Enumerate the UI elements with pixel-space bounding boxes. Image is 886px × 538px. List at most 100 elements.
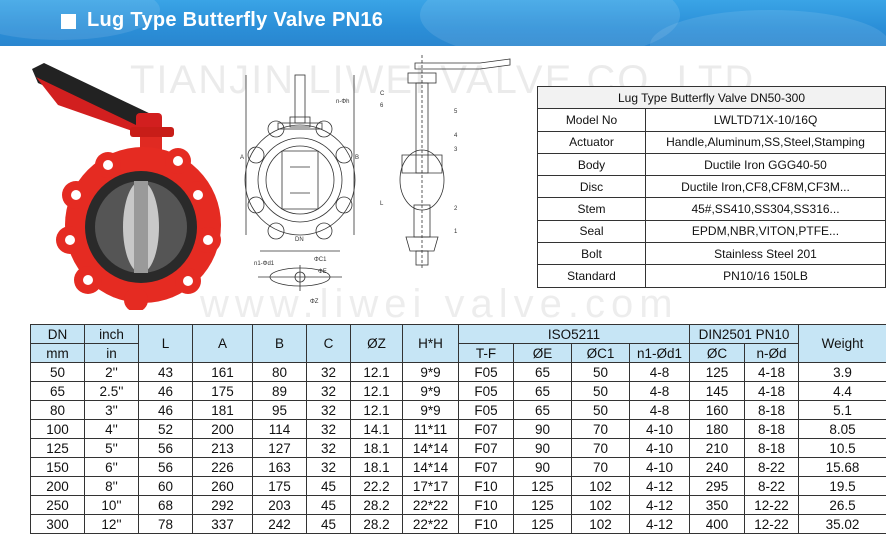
technical-drawing: n-Φh DN n1-Φd1 ΦC1 ΦE ΦZ A B L C 1 2 3 4… <box>240 55 511 305</box>
table-cell: 102 <box>571 514 630 534</box>
table-cell: 90 <box>513 438 572 458</box>
table-cell: 50 <box>30 362 85 382</box>
table-cell: 80 <box>252 362 307 382</box>
table-cell: 43 <box>138 362 193 382</box>
table-cell: 22.2 <box>350 476 403 496</box>
table-cell: 65 <box>513 400 572 420</box>
table-cell: 32 <box>306 419 351 439</box>
table-cell: 160 <box>689 400 746 420</box>
table-cell: 337 <box>192 514 253 534</box>
table-cell: 14.1 <box>350 419 403 439</box>
header-e: ØE <box>513 343 572 363</box>
table-cell: 300 <box>30 514 85 534</box>
spec-value: LWLTD71X-10/16Q <box>645 108 886 132</box>
table-cell: 4-10 <box>628 457 691 477</box>
table-cell: 26.5 <box>798 495 886 515</box>
table-cell: 68 <box>138 495 193 515</box>
table-cell: 12-22 <box>744 514 800 534</box>
header-l: L <box>138 324 193 363</box>
header-inch: inch <box>84 324 139 344</box>
part-number-3: 3 <box>454 147 458 153</box>
header-c1: ØC1 <box>571 343 630 363</box>
table-cell: F07 <box>458 438 514 458</box>
table-cell: 12.1 <box>350 362 403 382</box>
table-cell: 4.4 <box>798 381 886 401</box>
table-cell: 2.5'' <box>84 381 139 401</box>
table-cell: 127 <box>252 438 307 458</box>
table-cell: 28.2 <box>350 495 403 515</box>
dimensions-table: DN inch L A B C ØZ H*H ISO5211 DIN2501 P… <box>30 324 886 534</box>
table-cell: 4-18 <box>744 381 800 401</box>
table-cell: 9*9 <box>402 362 459 382</box>
table-row: 150 6'' 56 226 163 32 18.1 14*14 F07 90 70 4-10 240 8… <box>30 457 886 477</box>
header-mm: mm <box>30 343 85 363</box>
table-cell: 32 <box>306 400 351 420</box>
table-cell: 4-12 <box>628 514 691 534</box>
table-cell: 14*14 <box>402 438 459 458</box>
table-cell: 32 <box>306 438 351 458</box>
part-number-5: 5 <box>454 109 458 115</box>
spec-value: Ductile Iron,CF8,CF8M,CF3M... <box>645 175 886 199</box>
table-cell: 32 <box>306 457 351 477</box>
table-cell: 240 <box>689 457 746 477</box>
dimensions-table-body: 50 2'' 43 161 80 32 12.1 9*9 F05 65 50 4-8 125 4-18 3.… <box>30 362 886 534</box>
table-cell: 125 <box>30 438 85 458</box>
table-cell: 3.9 <box>798 362 886 382</box>
header-weight: Weight <box>798 324 886 363</box>
table-cell: 4-18 <box>744 362 800 382</box>
table-cell: 18.1 <box>350 438 403 458</box>
table-cell: 2'' <box>84 362 139 382</box>
spec-value: 45#,SS410,SS304,SS316... <box>645 197 886 221</box>
spec-table-title: Lug Type Butterfly Valve DN50-300 <box>537 85 886 110</box>
table-cell: 22*22 <box>402 514 459 534</box>
table-cell: 203 <box>252 495 307 515</box>
table-cell: 50 <box>571 400 630 420</box>
table-cell: 200 <box>30 476 85 496</box>
table-cell: 102 <box>571 476 630 496</box>
table-cell: 180 <box>689 419 746 439</box>
header-in: in <box>84 343 139 363</box>
table-cell: F10 <box>458 495 514 515</box>
spec-value: Handle,Aluminum,SS,Steel,Stamping <box>645 130 886 154</box>
header-n1-d1: n1-Ød1 <box>628 343 691 363</box>
header-b: B <box>252 324 307 363</box>
table-cell: 242 <box>252 514 307 534</box>
table-cell: F05 <box>458 400 514 420</box>
table-cell: 15.68 <box>798 457 886 477</box>
table-cell: 125 <box>513 495 572 515</box>
header-dn: DN <box>30 324 85 344</box>
table-cell: 50 <box>571 362 630 382</box>
table-cell: 50 <box>571 381 630 401</box>
table-cell: F07 <box>458 419 514 439</box>
header-a: A <box>192 324 253 363</box>
spec-row-disc: Disc Ductile Iron,CF8,CF8M,CF3M... <box>537 175 886 199</box>
table-cell: 175 <box>192 381 253 401</box>
header-z: ØZ <box>350 324 403 363</box>
table-row: 125 5'' 56 213 127 32 18.1 14*14 F07 90 70 4-10 210 8… <box>30 438 886 458</box>
table-cell: 4-12 <box>628 495 691 515</box>
table-cell: 32 <box>306 362 351 382</box>
part-number-6: 6 <box>380 103 384 109</box>
table-cell: F10 <box>458 514 514 534</box>
table-cell: 4'' <box>84 419 139 439</box>
header-tf: T-F <box>458 343 514 363</box>
header-din2501: DIN2501 PN10 <box>689 324 800 344</box>
table-cell: 4-8 <box>628 400 691 420</box>
label-b: B <box>355 155 359 161</box>
table-cell: 52 <box>138 419 193 439</box>
spec-key: Disc <box>537 175 646 199</box>
table-cell: 4-10 <box>628 438 691 458</box>
table-cell: 65 <box>513 381 572 401</box>
table-cell: 181 <box>192 400 253 420</box>
table-cell: 19.5 <box>798 476 886 496</box>
spec-row-body: Body Ductile Iron GGG40-50 <box>537 152 886 177</box>
table-row: 200 8'' 60 260 175 45 22.2 17*17 F10 125 102 4-12 29… <box>30 476 886 496</box>
spec-row-seal: Seal EPDM,NBR,VITON,PTFE... <box>537 219 886 244</box>
part-number-4: 4 <box>454 133 458 139</box>
header-nd: n-Ød <box>744 343 800 363</box>
table-cell: 70 <box>571 457 630 477</box>
table-cell: 70 <box>571 438 630 458</box>
table-cell: 125 <box>513 514 572 534</box>
table-cell: 8'' <box>84 476 139 496</box>
table-cell: 18.1 <box>350 457 403 477</box>
